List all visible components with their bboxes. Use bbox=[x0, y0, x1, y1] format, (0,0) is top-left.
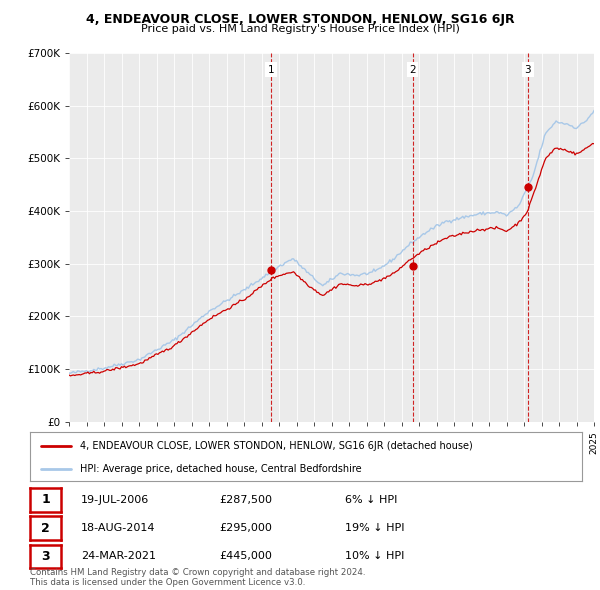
Text: 3: 3 bbox=[41, 550, 50, 563]
Text: 2: 2 bbox=[41, 522, 50, 535]
Text: 3: 3 bbox=[524, 65, 531, 75]
Text: 24-MAR-2021: 24-MAR-2021 bbox=[81, 552, 156, 561]
Text: 18-AUG-2014: 18-AUG-2014 bbox=[81, 523, 155, 533]
Text: 19% ↓ HPI: 19% ↓ HPI bbox=[345, 523, 404, 533]
Text: 2: 2 bbox=[409, 65, 416, 75]
Text: 6% ↓ HPI: 6% ↓ HPI bbox=[345, 495, 397, 504]
Text: 4, ENDEAVOUR CLOSE, LOWER STONDON, HENLOW, SG16 6JR: 4, ENDEAVOUR CLOSE, LOWER STONDON, HENLO… bbox=[86, 13, 514, 26]
Text: 19-JUL-2006: 19-JUL-2006 bbox=[81, 495, 149, 504]
Text: 1: 1 bbox=[41, 493, 50, 506]
Text: 1: 1 bbox=[268, 65, 274, 75]
Text: £295,000: £295,000 bbox=[219, 523, 272, 533]
Text: Price paid vs. HM Land Registry's House Price Index (HPI): Price paid vs. HM Land Registry's House … bbox=[140, 24, 460, 34]
Text: 10% ↓ HPI: 10% ↓ HPI bbox=[345, 552, 404, 561]
Text: 4, ENDEAVOUR CLOSE, LOWER STONDON, HENLOW, SG16 6JR (detached house): 4, ENDEAVOUR CLOSE, LOWER STONDON, HENLO… bbox=[80, 441, 472, 451]
Text: £445,000: £445,000 bbox=[219, 552, 272, 561]
Text: HPI: Average price, detached house, Central Bedfordshire: HPI: Average price, detached house, Cent… bbox=[80, 464, 361, 474]
Text: Contains HM Land Registry data © Crown copyright and database right 2024.
This d: Contains HM Land Registry data © Crown c… bbox=[30, 568, 365, 587]
Text: £287,500: £287,500 bbox=[219, 495, 272, 504]
